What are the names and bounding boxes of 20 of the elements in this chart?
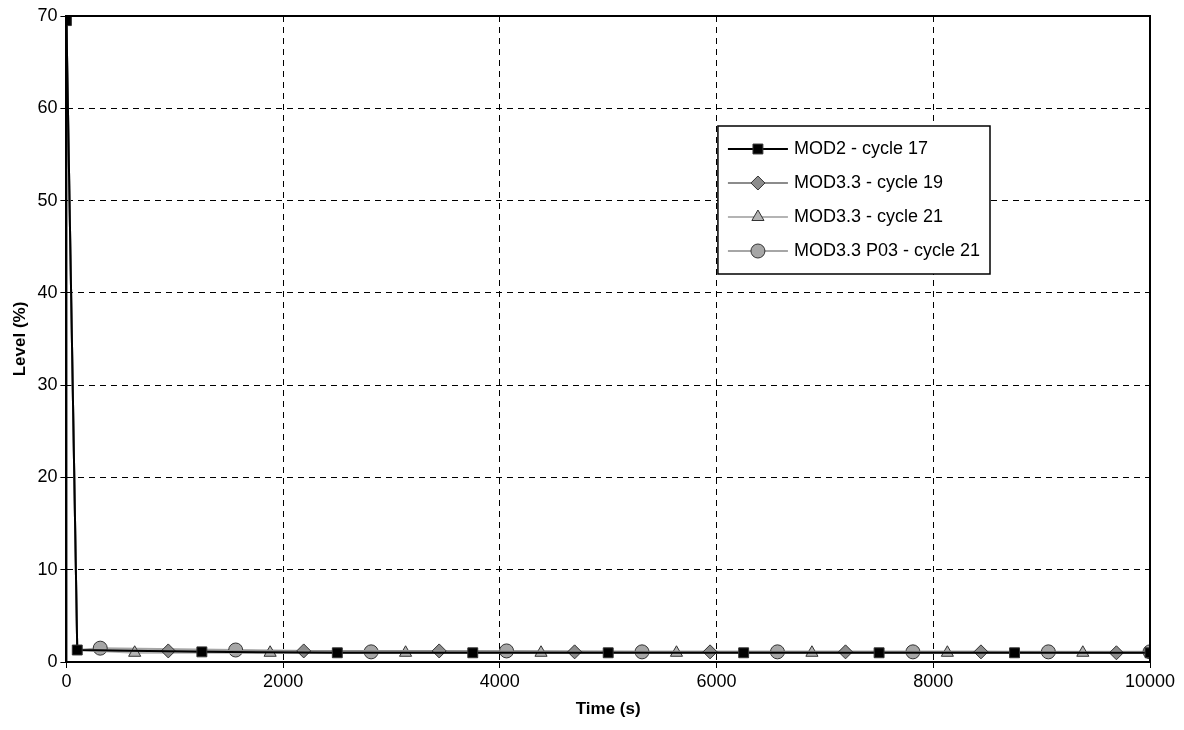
x-tick-label: 8000 [913, 670, 954, 691]
x-tick-label: 6000 [696, 670, 737, 691]
x-axis-title: Time (s) [575, 699, 641, 719]
y-tick-label: 10 [37, 558, 58, 579]
y-tick-label: 70 [37, 4, 58, 25]
x-tick-label: 10000 [1124, 670, 1176, 691]
y-tick-label: 0 [47, 650, 58, 671]
x-tick-label: 2000 [263, 670, 304, 691]
legend-label: MOD2 - cycle 17 [793, 137, 928, 158]
x-tick-label: 0 [61, 670, 72, 691]
y-tick-label: 50 [37, 189, 58, 210]
y-tick-label: 30 [37, 374, 58, 395]
y-tick-label: 60 [37, 97, 58, 118]
legend-label: MOD3.3 P03 - cycle 21 [793, 239, 980, 260]
legend-label: MOD3.3 - cycle 21 [793, 205, 943, 226]
y-axis-title: Level (%) [9, 301, 29, 377]
y-tick-label: 40 [37, 281, 58, 302]
legend-label: MOD3.3 - cycle 19 [793, 171, 943, 192]
x-tick-label: 4000 [479, 670, 520, 691]
y-tick-label: 20 [37, 466, 58, 487]
